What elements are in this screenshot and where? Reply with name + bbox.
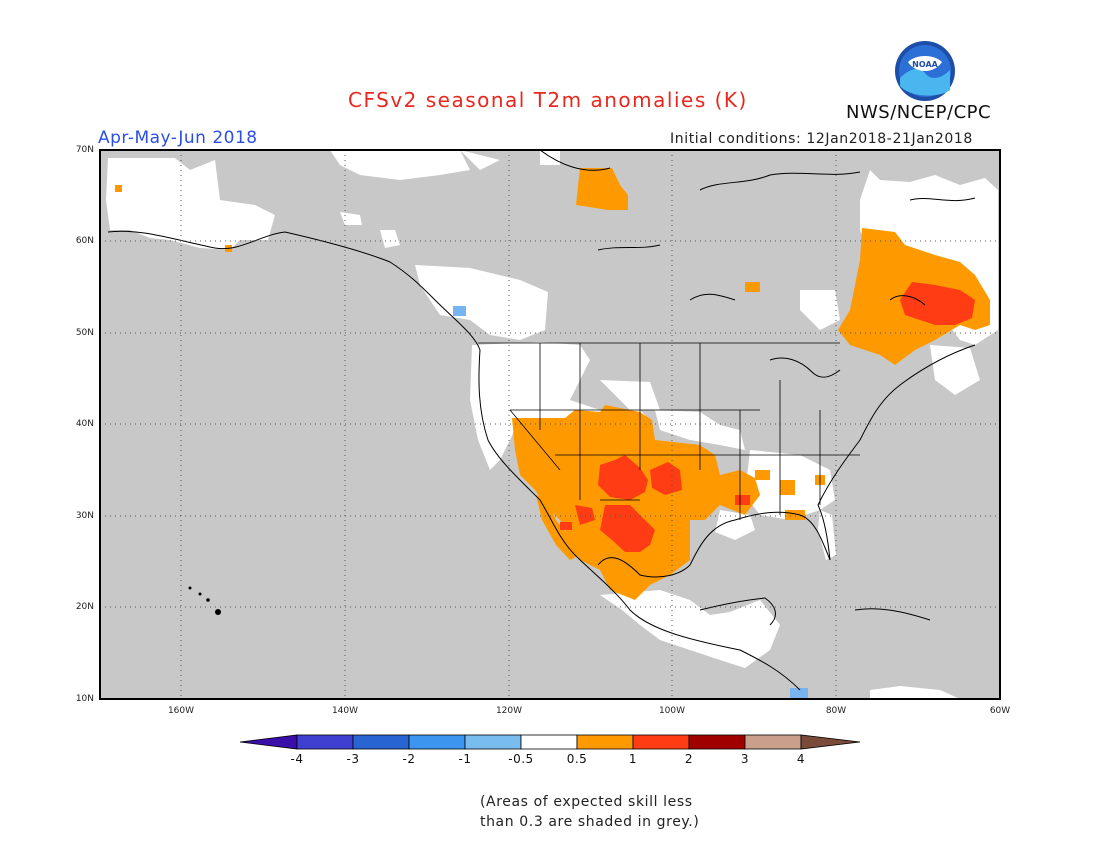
footnote-line-1: (Areas of expected skill less [480,794,693,810]
svg-text:NOAA: NOAA [912,60,938,69]
colorbar-label: 4 [796,752,806,766]
colorbar-label: -0.5 [508,752,534,766]
strong-warm-regions [560,282,975,552]
lat-label: 10N [75,694,94,704]
organization-label: NWS/NCEP/CPC [846,102,992,123]
initial-conditions: Initial conditions: 12Jan2018-21Jan2018 [670,131,973,147]
hawaii-islands [188,586,221,615]
colorbar-label: -1 [458,752,472,766]
colorbar-label: -4 [290,752,304,766]
colorbar-label: 3 [740,752,750,766]
cool-anomaly-regions [453,306,808,699]
state-borders [478,342,860,520]
lat-label: 40N [75,419,94,429]
lon-label: 140W [331,706,359,716]
map-frame [99,149,1001,700]
lon-label: 120W [495,706,523,716]
graticule [100,150,1000,699]
lat-label: 60N [75,236,94,246]
lon-label: 60W [989,706,1011,716]
lat-label: 30N [75,511,94,521]
coastlines [107,150,976,691]
colorbar-label: -3 [346,752,360,766]
lon-label: 100W [658,706,686,716]
colorbar-label: 2 [684,752,694,766]
skill-footnote: (Areas of expected skill less than 0.3 a… [480,792,699,832]
footnote-line-2: than 0.3 are shaded in grey.) [480,814,700,830]
forecast-period: Apr-May-Jun 2018 [98,128,258,148]
lat-label: 20N [75,602,94,612]
noaa-logo: NOAA [895,41,955,101]
colorbar-label: -2 [402,752,416,766]
lon-label: 160W [167,706,195,716]
lon-label: 80W [825,706,847,716]
lat-label: 50N [75,328,94,338]
lat-label: 70N [75,145,94,155]
colorbar-label: 1 [628,752,638,766]
chart-title: CFSv2 seasonal T2m anomalies (K) [348,88,748,112]
colorbar-label: 0.5 [566,752,588,766]
